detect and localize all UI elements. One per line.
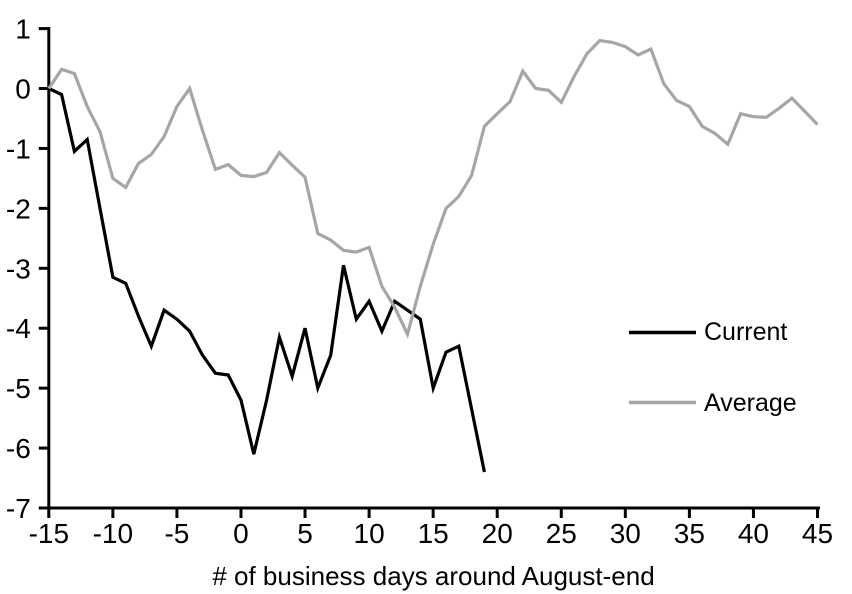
y-tick-label: -1 — [6, 133, 31, 164]
y-tick-label: 0 — [15, 74, 31, 105]
x-tick-label: -10 — [93, 518, 133, 549]
y-tick-label: -5 — [6, 373, 31, 404]
legend-label-current: Current — [704, 318, 788, 346]
legend-label-average: Average — [704, 389, 797, 417]
x-axis-title: # of business days around August-end — [212, 561, 655, 591]
y-tick-label: 1 — [15, 14, 31, 45]
x-tick-label: 30 — [610, 518, 641, 549]
y-tick-label: -3 — [6, 253, 31, 284]
y-tick-label: -6 — [6, 433, 31, 464]
x-tick-label: 20 — [482, 518, 513, 549]
x-tick-label: 35 — [674, 518, 705, 549]
current-line — [48, 87, 486, 473]
x-tick-label: 0 — [233, 518, 249, 549]
x-tick-label: -5 — [164, 518, 189, 549]
average-line — [47, 38, 819, 339]
x-tick-label: 5 — [297, 518, 313, 549]
y-tick-label: -7 — [6, 493, 31, 524]
x-tick-label: 10 — [354, 518, 385, 549]
x-tick-label: -15 — [29, 518, 69, 549]
x-tick-label: 40 — [738, 518, 769, 549]
y-tick-label: -4 — [6, 313, 31, 344]
x-tick-label: 45 — [802, 518, 833, 549]
x-tick-label: 15 — [418, 518, 449, 549]
y-tick-label: -2 — [6, 193, 31, 224]
x-tick-label: 25 — [546, 518, 577, 549]
